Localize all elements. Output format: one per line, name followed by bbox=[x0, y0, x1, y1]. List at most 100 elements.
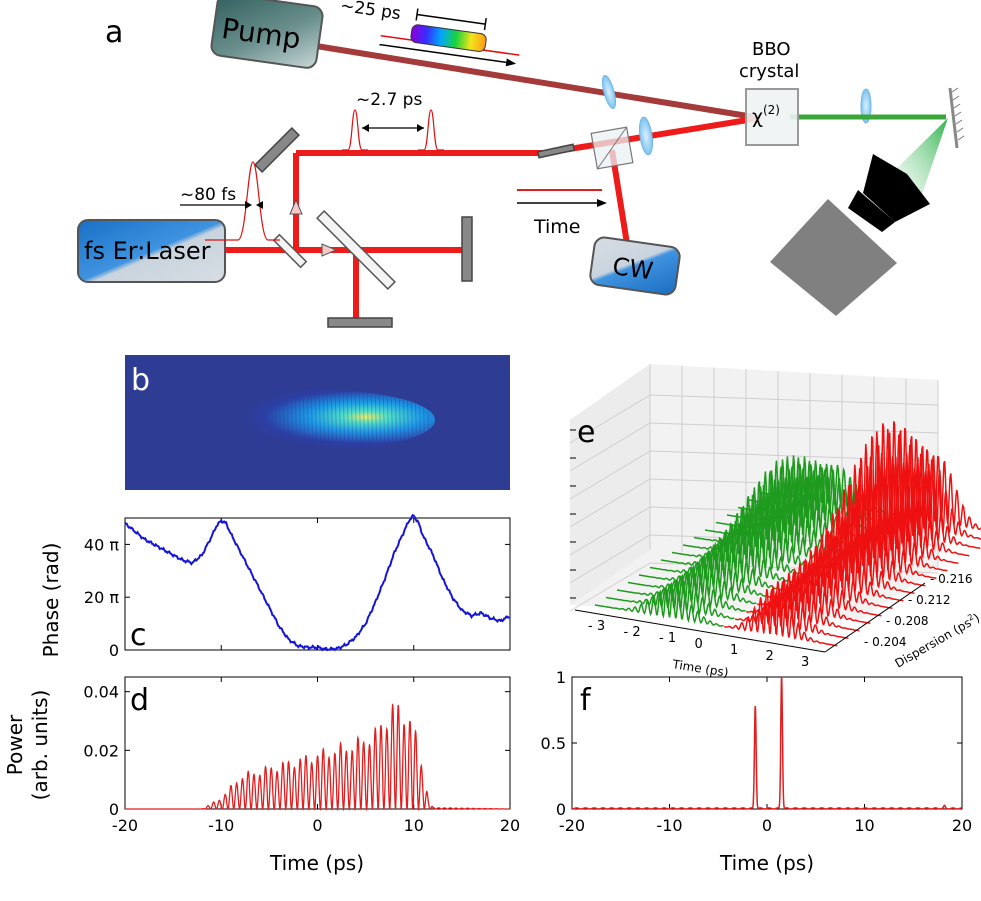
cube-diagonal bbox=[596, 126, 628, 170]
pump-beam bbox=[309, 42, 761, 121]
dim-line bbox=[416, 13, 486, 25]
panel-letter-e: e bbox=[577, 415, 595, 450]
panel-b-image: b bbox=[125, 355, 510, 490]
x-tick-label: -10 bbox=[208, 816, 234, 835]
x-tick-label: 0 bbox=[762, 816, 772, 835]
laser-beams bbox=[225, 115, 761, 322]
fringe-line bbox=[318, 384, 322, 456]
fringe-line bbox=[230, 384, 234, 456]
grating bbox=[948, 87, 959, 149]
dispersion-axis bbox=[824, 582, 926, 653]
fringe-line bbox=[426, 384, 430, 456]
x-tick-label: 0 bbox=[312, 816, 322, 835]
fringe-line bbox=[234, 384, 238, 456]
y-tick-label: 20 π bbox=[84, 588, 119, 607]
fringe-line bbox=[254, 384, 258, 456]
mirror-end-right bbox=[461, 216, 473, 282]
axes-f-frame bbox=[571, 676, 963, 810]
time-tick-label: 3 bbox=[801, 655, 809, 670]
beam-cw bbox=[609, 149, 631, 251]
dispersion-tick-label: - 0.216 bbox=[930, 572, 973, 586]
fringe-line bbox=[418, 384, 422, 456]
dispersion-tick-label: - 0.212 bbox=[908, 593, 951, 607]
fringe-line bbox=[258, 384, 262, 456]
y-tick-label: 1 bbox=[556, 668, 566, 687]
fs-dim-arrow-2 bbox=[256, 201, 263, 209]
fringe-line bbox=[282, 384, 286, 456]
axes-c-frame bbox=[124, 517, 511, 651]
ps-dim-arrow-left bbox=[362, 124, 369, 132]
fringe-line bbox=[334, 384, 338, 456]
time-tick-label: - 1 bbox=[659, 631, 676, 646]
panel-letter-d: d bbox=[130, 683, 149, 718]
short-pulse-sketch bbox=[205, 161, 280, 241]
interference-fringes bbox=[214, 384, 430, 456]
time-axis bbox=[574, 609, 826, 653]
fringe-line bbox=[262, 384, 266, 456]
y-tick-label: 40 π bbox=[84, 535, 119, 554]
axes-d-frame bbox=[124, 676, 511, 810]
x-tick-label: -20 bbox=[559, 816, 585, 835]
power-curve bbox=[125, 703, 510, 812]
fringe-line bbox=[410, 384, 414, 456]
fringe-line bbox=[350, 384, 354, 456]
small-splitter bbox=[272, 233, 308, 269]
fs-width-label: ~80 fs bbox=[180, 185, 236, 205]
pulse-separation-label: ~2.7 ps bbox=[356, 90, 422, 110]
panel-d-power: -20 -10 0 10 20 0 0.02 0.04 d Power (arb. units… bbox=[3, 676, 520, 875]
fringe-line bbox=[398, 384, 402, 456]
pump-box bbox=[210, 0, 324, 69]
mirror-small bbox=[536, 143, 576, 159]
chi-label: χ(2) bbox=[752, 103, 780, 128]
trace-green bbox=[693, 470, 823, 560]
dispersion-tick-label: - 0.204 bbox=[864, 635, 907, 649]
fringe-line bbox=[406, 384, 410, 456]
camera-mount bbox=[848, 190, 895, 232]
beam-splitters bbox=[272, 210, 396, 290]
chi-sup: (2) bbox=[763, 103, 780, 117]
panel-e-3d: - 3 - 2 - 1 0 1 2 3 - 0.216 - 0.212 - 0.208 - 0.20… bbox=[569, 364, 981, 680]
time-tick-label: 0 bbox=[695, 637, 703, 652]
phase-axis-title: Phase (rad) bbox=[39, 543, 63, 658]
fringe-line bbox=[338, 384, 342, 456]
f-curve bbox=[572, 676, 963, 810]
mirror-end-bottom bbox=[327, 317, 393, 328]
x-tick-label: 20 bbox=[952, 816, 972, 835]
fringe-line bbox=[218, 384, 222, 456]
panel-letter-b: b bbox=[131, 363, 150, 398]
fringe-line bbox=[322, 384, 326, 456]
crystal-title-2: crystal bbox=[739, 61, 799, 82]
trace-green bbox=[594, 588, 724, 627]
3d-tick-labels: - 3 - 2 - 1 0 1 2 3 - 0.216 - 0.212 - 0.208 - 0.20… bbox=[570, 429, 973, 670]
pump-time-arrowhead bbox=[505, 58, 517, 67]
beamsplitter-cube bbox=[590, 126, 634, 170]
direction-arrow-up bbox=[289, 198, 303, 215]
direction-arrow-right bbox=[321, 243, 338, 257]
panel-c-phase: 0 20 π 40 π c Phase (rad) bbox=[39, 513, 511, 660]
fringe-line bbox=[414, 384, 418, 456]
axes-c-ticks: 0 20 π 40 π bbox=[84, 518, 511, 660]
panel-letter-c: c bbox=[130, 618, 147, 653]
fringe-line bbox=[402, 384, 406, 456]
fringe-line bbox=[302, 384, 306, 456]
pump-duration-label: ~25 ps bbox=[339, 0, 402, 24]
fringe-line bbox=[250, 384, 254, 456]
fs-dim-arrow bbox=[245, 201, 252, 209]
y-tick-label: 0.02 bbox=[83, 741, 119, 760]
time-legend-arrowhead bbox=[597, 199, 607, 207]
y-tick-label: 0 bbox=[556, 800, 566, 819]
fringe-line bbox=[310, 384, 314, 456]
fringe-line bbox=[382, 384, 386, 456]
time-tick-label: - 3 bbox=[588, 619, 605, 634]
pane-left bbox=[570, 364, 650, 605]
trace-green bbox=[638, 552, 768, 597]
fringe-line bbox=[306, 384, 310, 456]
fringe-line bbox=[278, 384, 282, 456]
chirped-pulse bbox=[410, 24, 487, 52]
x-tick-label: -10 bbox=[656, 816, 682, 835]
cw-box bbox=[589, 236, 681, 296]
camera-body bbox=[770, 199, 897, 316]
grid-left bbox=[569, 450, 651, 500]
x-tick-label: -20 bbox=[112, 816, 138, 835]
